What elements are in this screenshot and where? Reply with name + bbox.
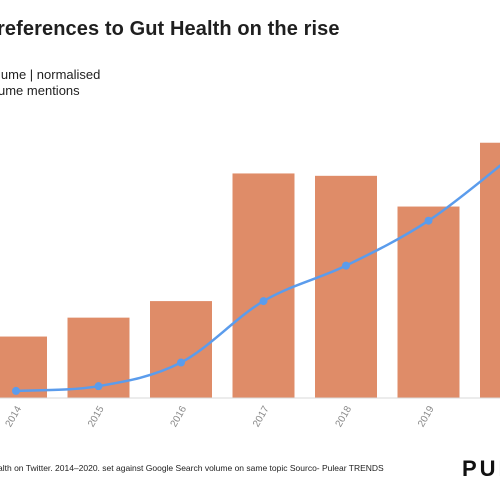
- x-tick-2015: 2015: [86, 404, 107, 429]
- bar-2018: [315, 175, 377, 398]
- bar-2020: [480, 142, 500, 398]
- bar-2014: [0, 336, 47, 398]
- chart-title: references to Gut Health on the rise: [0, 18, 340, 40]
- trend-point-2019: [424, 216, 433, 225]
- x-tick-2016: 2016: [169, 404, 190, 429]
- bar-2017: [232, 173, 295, 398]
- legend: lume | normalised ume mentions: [0, 67, 100, 99]
- x-tick-2018: 2018: [334, 404, 355, 429]
- legend-entry-mentions: ume mentions: [0, 83, 80, 98]
- trend-point-2016: [177, 358, 185, 367]
- trend-point-2015: [94, 382, 103, 391]
- x-tick-2017: 2017: [251, 404, 272, 429]
- trend-point-2017: [259, 297, 268, 306]
- bar-2019: [397, 206, 460, 398]
- x-axis-ticks: 2014201520162017201820192020: [4, 404, 500, 429]
- x-tick-2014: 2014: [4, 404, 25, 429]
- x-tick-2019: 2019: [416, 404, 437, 429]
- legend-entry-volume: lume | normalised: [0, 67, 101, 82]
- brand-logo: PUL: [462, 456, 500, 481]
- trend-point-2014: [12, 386, 20, 395]
- trend-points: [12, 216, 433, 395]
- source-note: alth on Twitter. 2014–2020. set against …: [0, 463, 384, 473]
- trend-point-2018: [342, 261, 350, 270]
- bar-group: [0, 142, 500, 398]
